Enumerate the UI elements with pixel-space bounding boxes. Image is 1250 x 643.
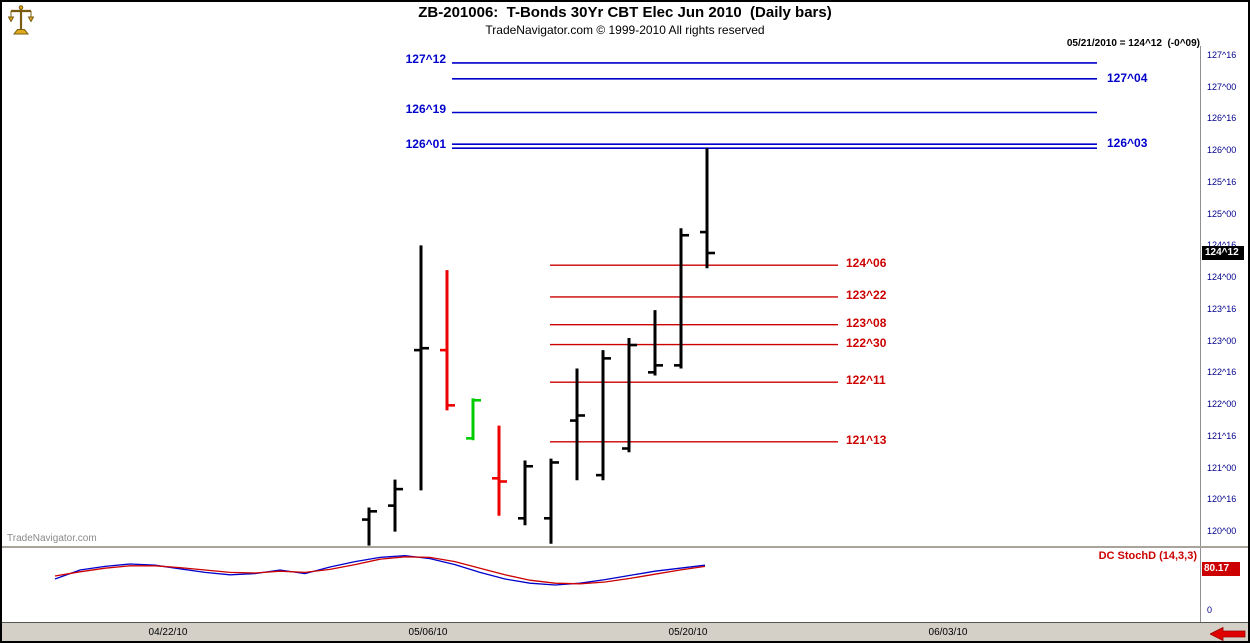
price-axis-label: 122^00: [1207, 399, 1237, 410]
last-price-badge: 124^12: [1202, 246, 1244, 261]
price-axis-label: 121^16: [1207, 430, 1237, 441]
price-axis-label: 126^16: [1207, 113, 1237, 124]
copyright-line: TradeNavigator.com © 1999-2010 All right…: [485, 23, 765, 37]
last-quote-readout: 05/21/2010 = 124^12 (-0^09): [1066, 38, 1200, 49]
price-axis-label: 120^00: [1207, 526, 1237, 536]
stoch-line-stochd: [54, 556, 706, 585]
stoch-axis-zero-label: 0: [1207, 605, 1213, 615]
app-logo-scales-icon: [8, 5, 34, 35]
price-axis-separator: [1200, 46, 1201, 622]
scroll-left-arrow-icon[interactable]: [1210, 627, 1246, 641]
indicator-label: DC StochD (14,3,3): [1098, 550, 1197, 562]
price-axis-label: 126^00: [1207, 145, 1237, 156]
price-axis-label: 124^00: [1207, 272, 1237, 283]
stoch-line-stochk: [54, 554, 706, 586]
price-axis-label: 123^16: [1207, 303, 1237, 314]
chart-title: ZB-201006: T-Bonds 30Yr CBT Elec Jun 201…: [418, 4, 832, 21]
date-axis-label: 05/20/10: [668, 627, 708, 638]
price-axis-label: 122^16: [1207, 367, 1237, 378]
indicator-value-badge: 80.17: [1202, 562, 1240, 576]
price-axis-label: 125^00: [1207, 208, 1237, 219]
panel-divider[interactable]: [0, 546, 1250, 548]
price-axis-label: 127^00: [1207, 81, 1237, 92]
date-axis[interactable]: 04/22/10 05/06/10 05/20/10 06/03/10: [0, 622, 1250, 643]
price-axis-label: 123^00: [1207, 335, 1237, 346]
price-axis-label: 124^16: [1207, 240, 1236, 250]
date-axis-label: 05/06/10: [408, 627, 448, 638]
date-axis-label: 06/03/10: [928, 627, 968, 638]
date-axis-label: 04/22/10: [148, 627, 188, 638]
price-axis-label: 120^16: [1207, 494, 1237, 505]
price-axis-label: 127^16: [1207, 50, 1237, 60]
price-axis-label: 121^00: [1207, 462, 1237, 473]
price-axis-label: 125^16: [1207, 176, 1237, 187]
price-axis[interactable]: 127^16 127^00 126^16 126^00 125^16 125^00 124^…: [1200, 0, 1250, 643]
watermark: TradeNavigator.com: [7, 533, 97, 544]
